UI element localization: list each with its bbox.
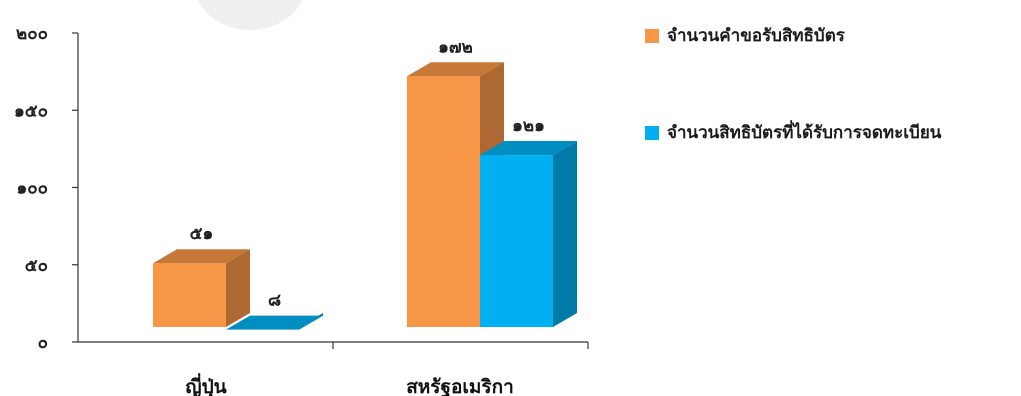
x-category-label: ญี่ปุ่น — [185, 373, 226, 396]
y-tick-label: ๕๐ — [25, 256, 48, 276]
legend-label-applications: จำนวนคำขอรับสิทธิบัตร — [667, 26, 845, 46]
y-tick-label: ๐ — [38, 333, 48, 353]
y-tick-label: ๑๐๐ — [16, 179, 48, 199]
bar-top — [407, 62, 504, 77]
legend-swatch-applications — [645, 28, 659, 43]
x-category-label: สหรัฐอเมริกา — [406, 376, 514, 396]
data-label: ๕๑ — [190, 224, 214, 244]
bar-side — [553, 141, 577, 327]
y-tick-label: ๒๐๐ — [16, 24, 48, 44]
data-label: ๑๒๑ — [512, 116, 545, 136]
bar-side — [226, 249, 250, 327]
data-label: ๑๗๒ — [438, 37, 473, 57]
bar — [153, 263, 226, 327]
legend-label-registered: จำนวนสิทธิบัตรที่ได้รับการจดทะเบียน — [667, 123, 942, 143]
data-label: ๘ — [268, 291, 281, 311]
legend-item-applications: จำนวนคำขอรับสิทธิบัตร — [645, 22, 845, 49]
bar-top — [480, 141, 577, 156]
bar-top — [226, 315, 323, 330]
legend-item-registered: จำนวนสิทธิบัตรที่ได้รับการจดทะเบียน — [645, 119, 941, 146]
bar — [407, 76, 480, 327]
legend-swatch-registered — [645, 125, 659, 140]
y-tick-label: ๑๕๐ — [14, 101, 48, 121]
bar-top — [153, 249, 250, 264]
bar — [480, 155, 553, 327]
